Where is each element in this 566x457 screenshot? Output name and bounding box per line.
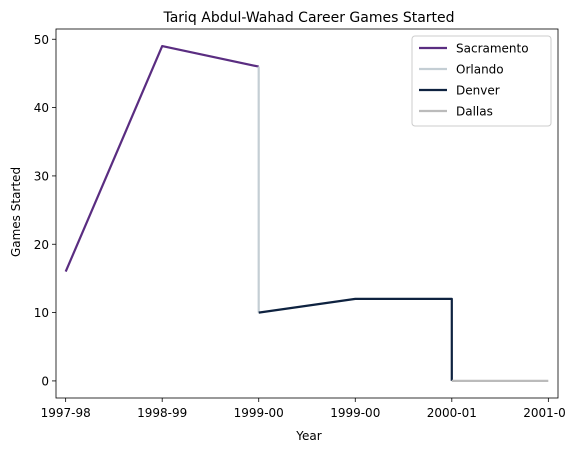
x-tick-label: 1999-00 [234, 406, 284, 420]
x-axis-ticks: 1997-98 1998-99 1999-00 1999-00 2000-01 2001-… [41, 398, 566, 420]
y-tick-label: 10 [34, 306, 49, 320]
legend-label-sacramento: Sacramento [456, 42, 529, 56]
chart-title: Tariq Abdul-Wahad Career Games Started [162, 10, 454, 26]
x-tick-label: 1999-00 [330, 406, 380, 420]
y-axis-label: Games Started [9, 167, 23, 257]
plot-frame [55, 28, 559, 399]
x-tick-label: 1997-98 [41, 406, 91, 420]
series-layer [64, 44, 549, 382]
y-tick-label: 50 [34, 33, 49, 47]
x-tick-label: 2000-01 [427, 406, 477, 420]
y-axis-ticks: 0 10 20 30 40 50 [34, 33, 56, 388]
y-tick-label: 40 [34, 101, 49, 115]
legend-box [411, 35, 552, 127]
legend: Sacramento Orlando Denver Dallas [411, 35, 552, 127]
x-tick-label: 2001-02 [523, 406, 566, 420]
legend-label-dallas: Dallas [456, 105, 493, 119]
series-line-sacramento [64, 44, 259, 273]
x-tick-label: 1998-99 [137, 406, 187, 420]
legend-label-orlando: Orlando [456, 63, 504, 77]
series-line-denver [258, 297, 453, 381]
x-axis-label: Year [295, 429, 321, 443]
y-tick-label: 30 [34, 169, 49, 183]
y-tick-label: 20 [34, 238, 49, 252]
legend-label-denver: Denver [456, 84, 500, 98]
y-tick-label: 0 [41, 374, 49, 388]
